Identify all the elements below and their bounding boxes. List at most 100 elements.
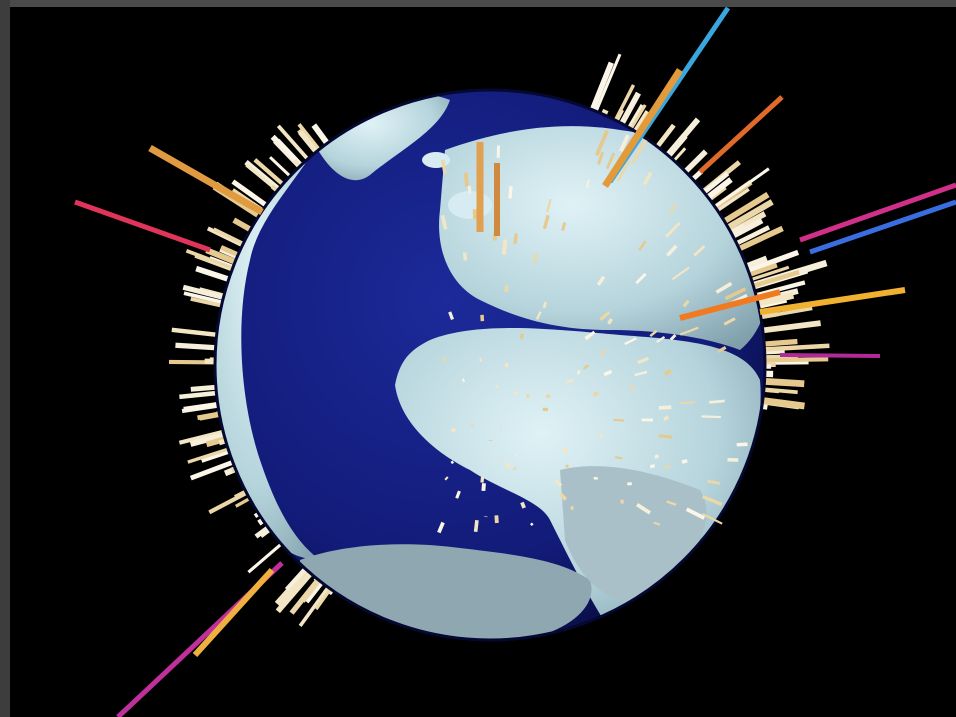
bar <box>462 252 468 261</box>
bar <box>442 356 447 363</box>
bar <box>504 362 509 368</box>
bar <box>542 301 548 309</box>
bar <box>561 222 567 231</box>
bar <box>74 199 211 253</box>
globe-rim <box>213 88 767 642</box>
bar <box>669 333 677 341</box>
bar <box>717 345 727 354</box>
bar <box>653 521 661 526</box>
bar <box>461 378 466 383</box>
bar <box>525 393 531 398</box>
bar <box>530 522 534 527</box>
bar <box>649 329 658 338</box>
bar <box>642 171 653 186</box>
bar <box>440 159 447 175</box>
island <box>422 152 450 168</box>
bar <box>192 567 275 658</box>
bar <box>532 253 538 263</box>
bar <box>702 513 723 525</box>
bar <box>664 222 681 238</box>
bar <box>561 447 568 453</box>
bar <box>450 460 455 465</box>
bar <box>480 476 485 483</box>
bar <box>665 244 678 257</box>
bar <box>658 434 673 439</box>
bar <box>535 311 542 320</box>
tall-bars <box>74 6 956 717</box>
bar <box>504 285 509 292</box>
bar <box>779 353 881 358</box>
bar <box>615 456 623 460</box>
bar <box>631 139 648 164</box>
bar <box>682 299 690 308</box>
bar <box>635 272 647 285</box>
front-bars <box>437 129 748 534</box>
bar <box>592 391 599 398</box>
bar <box>668 202 678 215</box>
bar <box>463 172 469 187</box>
bar <box>470 423 474 428</box>
bar <box>759 287 906 315</box>
bar <box>520 501 526 509</box>
bar <box>634 370 648 377</box>
bar <box>565 378 574 384</box>
bar <box>542 214 550 230</box>
bar <box>635 502 652 515</box>
bar <box>437 521 445 534</box>
bar <box>637 356 649 365</box>
bar <box>455 490 461 499</box>
bar <box>658 405 672 410</box>
bar <box>679 326 699 336</box>
bar <box>809 199 956 255</box>
bar <box>707 479 721 485</box>
bar <box>444 476 449 481</box>
bar <box>724 287 747 301</box>
bar <box>472 209 478 220</box>
bar <box>473 520 479 533</box>
bar <box>598 433 604 439</box>
bar <box>554 479 563 488</box>
bar <box>585 179 591 189</box>
bar <box>715 281 733 294</box>
bar <box>709 399 725 404</box>
bar <box>512 466 517 471</box>
bar <box>584 330 596 340</box>
bar <box>663 368 673 376</box>
bar <box>701 494 723 507</box>
bar <box>505 462 511 470</box>
bar <box>723 317 736 326</box>
bar <box>602 68 683 188</box>
bar <box>501 239 508 255</box>
bar <box>679 401 695 405</box>
bar <box>546 198 552 213</box>
bar <box>450 427 457 433</box>
bar <box>599 310 611 322</box>
bar <box>679 289 781 321</box>
bar <box>681 459 688 464</box>
bar <box>638 240 647 251</box>
bar <box>603 369 613 377</box>
bar <box>570 505 575 511</box>
bar <box>519 333 525 340</box>
island <box>448 191 492 219</box>
bar <box>545 393 551 399</box>
bar <box>655 335 666 343</box>
bar <box>685 507 706 520</box>
frame-top <box>0 0 956 7</box>
bar <box>558 492 568 501</box>
bar <box>620 499 625 504</box>
bar <box>613 418 625 422</box>
bar <box>701 415 721 419</box>
bar <box>671 266 690 281</box>
bar <box>599 349 606 356</box>
bar <box>596 151 605 165</box>
continent-eurasia <box>439 126 765 350</box>
bar <box>799 182 956 243</box>
bar <box>607 318 613 325</box>
bar <box>508 186 513 199</box>
bar <box>582 364 590 370</box>
bar <box>698 95 784 174</box>
bar <box>629 384 636 391</box>
